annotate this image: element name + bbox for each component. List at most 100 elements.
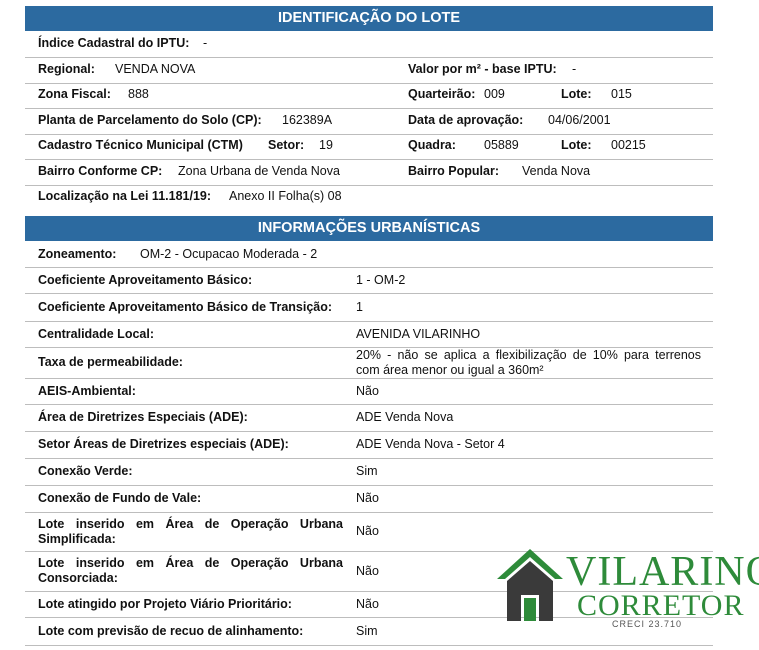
field-label: Cadastro Técnico Municipal (CTM) [38,138,243,152]
field-label: AEIS-Ambiental: [38,378,343,404]
field-label: Localização na Lei 11.181/19: [38,189,212,203]
field-value: 162389A [282,112,333,127]
field-label: Regional: [38,61,95,76]
label-text: Conexão Verde: [38,464,133,478]
value-text: Sim [356,623,378,638]
label-text: Lote atingido por Projeto Viário Priorit… [38,596,292,611]
field-label: Lote inserido em Área de Operação Urbana… [38,512,343,551]
row-separator [25,347,713,348]
value-text: Sim [356,464,378,478]
logo-icon [497,549,563,621]
field-value: 04/06/2001 [548,112,611,127]
row-separator [25,458,713,459]
field-value: AVENIDA VILARINHO [356,321,701,347]
field-label: Quarteirão: [408,87,476,101]
row-separator [25,485,713,486]
logo-creci: CRECI 23.710 [612,619,683,629]
field-value: 009 [484,87,505,101]
label-text: Lote inserido em Área de Operação Urbana… [38,556,343,585]
value-text: 1 [356,299,363,314]
row-separator [25,57,713,58]
field-label: Conexão Verde: [38,458,343,485]
field-value: VENDA NOVA [115,61,196,76]
logo-name: VILARINO [566,549,759,595]
field-label: Área de Diretrizes Especiais (ADE): [38,404,343,431]
field-label: Conexão de Fundo de Vale: [38,485,343,512]
field-label: Lote: [561,87,592,101]
row-separator [25,267,713,268]
field-value: Não [356,551,701,591]
field-value: 05889 [484,138,519,152]
field-label: Setor: [268,138,305,152]
row-separator [25,617,713,618]
row-separator [25,133,713,135]
row-separator [25,82,713,84]
row-separator [25,591,713,592]
field-value: 00215 [611,138,646,152]
row-separator [25,645,713,646]
label-text: Coeficiente Aproveitamento Básico de Tra… [38,299,333,314]
value-text: Não [356,524,379,538]
field-value: Anexo II Folha(s) 08 [229,189,342,203]
label-text: Taxa de permeabilidade: [38,355,183,369]
field-value: Não [356,591,701,617]
logo-subtitle: CORRETOR [577,589,745,622]
row-separator [25,431,713,432]
field-value: 015 [611,87,632,101]
field-value: 20% - não se aplica a flexibilização de … [356,347,701,378]
field-value: Não [356,512,701,551]
value-text: ADE Venda Nova - Setor 4 [356,437,505,451]
row-separator [25,512,713,513]
field-label: Lote com previsão de recuo de alinhament… [38,617,343,645]
field-label: Lote: [561,138,592,152]
value-text: 20% - não se aplica a flexibilização de … [356,347,701,377]
field-label: Lote inserido em Área de Operação Urbana… [38,551,343,591]
field-label: Zoneamento: [38,247,117,261]
field-value: 888 [128,87,149,101]
value-text: Não [356,596,379,611]
field-value: - [572,61,577,76]
row-separator [25,108,713,109]
value-text: Não [356,383,379,398]
field-label: Data de aprovação: [408,112,524,127]
field-label: Centralidade Local: [38,321,343,347]
field-value: Zona Urbana de Venda Nova [178,163,340,178]
section-header: INFORMAÇÕES URBANÍSTICAS [25,216,713,241]
field-label: Índice Cadastral do IPTU: [38,36,190,50]
value-text: Não [356,563,379,578]
label-text: Centralidade Local: [38,326,154,341]
row-separator [25,321,713,322]
field-label: Zona Fiscal: [38,87,111,101]
row-separator [25,184,713,186]
field-label: Bairro Conforme CP: [38,163,163,178]
field-label: Bairro Popular: [408,163,499,178]
field-value: ADE Venda Nova - Setor 4 [356,431,701,458]
field-value: 19 [319,138,333,152]
row-separator [25,159,713,160]
label-text: Setor Áreas de Diretrizes especiais (ADE… [38,437,289,451]
label-text: AEIS-Ambiental: [38,383,136,398]
value-text: 1 - OM-2 [356,272,406,287]
field-value: OM-2 - Ocupacao Moderada - 2 [140,247,318,261]
field-label: Coeficiente Aproveitamento Básico de Tra… [38,293,343,321]
field-value: Sim [356,458,701,485]
field-label: Quadra: [408,138,456,152]
value-text: ADE Venda Nova [356,410,454,424]
label-text: Área de Diretrizes Especiais (ADE): [38,410,248,424]
value-text: AVENIDA VILARINHO [356,326,481,341]
field-value: Não [356,485,701,512]
row-separator [25,404,713,405]
field-value: - [203,36,208,50]
label-text: Conexão de Fundo de Vale: [38,491,202,505]
field-value: 1 - OM-2 [356,267,701,293]
row-separator [25,551,713,552]
field-label: Planta de Parcelamento do Solo (CP): [38,112,262,127]
field-label: Taxa de permeabilidade: [38,347,343,378]
row-separator [25,378,713,379]
field-label: Lote atingido por Projeto Viário Priorit… [38,591,343,617]
field-label: Setor Áreas de Diretrizes especiais (ADE… [38,431,343,458]
field-label: Coeficiente Aproveitamento Básico: [38,267,343,293]
label-text: Coeficiente Aproveitamento Básico: [38,272,253,287]
field-value: Venda Nova [522,163,591,178]
